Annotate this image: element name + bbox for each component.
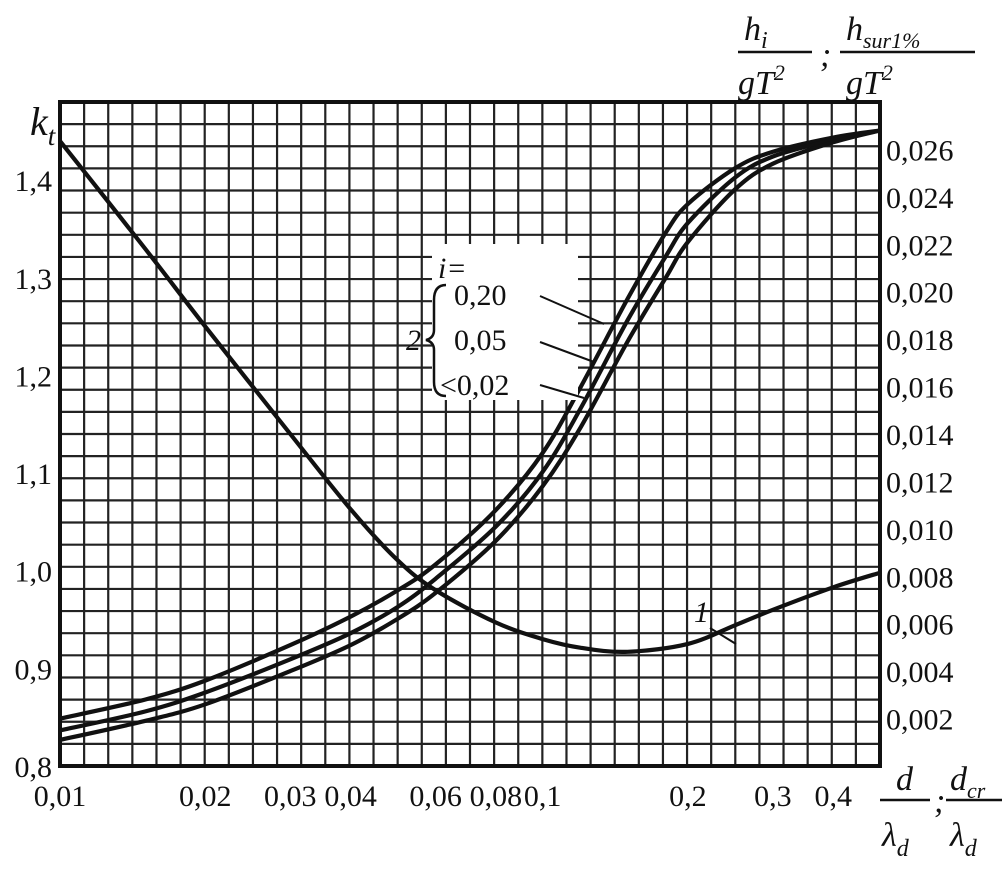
right-tick-label: 0,002 bbox=[886, 704, 954, 737]
right-tick-label: 0,008 bbox=[886, 561, 954, 594]
x-tick-label: 0,04 bbox=[324, 780, 377, 813]
right-axis-label-den1: gT2 bbox=[738, 60, 785, 102]
x-axis-label: d λd ; dcr λd bbox=[880, 761, 1002, 862]
series-line-3 bbox=[59, 128, 881, 742]
x-tick-label: 0,2 bbox=[669, 780, 707, 813]
right-tick-label: 0,024 bbox=[886, 182, 954, 215]
left-tick-label: 0,9 bbox=[15, 653, 53, 686]
legend-leader-2 bbox=[539, 384, 585, 399]
series-line-1 bbox=[59, 128, 881, 721]
right-tick-label: 0,026 bbox=[886, 134, 954, 167]
legend-header: i= bbox=[438, 252, 467, 285]
x-axis-label-num1: d bbox=[896, 761, 914, 798]
right-tick-label: 0,006 bbox=[886, 609, 954, 642]
legend-leader-1 bbox=[539, 341, 595, 363]
legend-brace bbox=[425, 283, 447, 398]
left-tick-label: 1,1 bbox=[15, 458, 53, 491]
right-tick-label: 0,004 bbox=[886, 656, 954, 689]
right-tick-label: 0,010 bbox=[886, 514, 954, 547]
x-tick-label: 0,4 bbox=[814, 780, 852, 813]
left-axis-label: kt bbox=[30, 99, 57, 151]
right-tick-label: 0,020 bbox=[886, 277, 954, 310]
x-axis-label-den2: λd bbox=[949, 817, 978, 862]
right-tick-label: 0,018 bbox=[886, 324, 954, 357]
x-tick-label: 0,08 bbox=[470, 780, 523, 813]
right-tick-label: 0,022 bbox=[886, 229, 954, 262]
left-tick-label: 1,0 bbox=[15, 556, 53, 589]
left-axis-ticks: 0,8 0,9 1,0 1,1 1,2 1,3 1,4 bbox=[15, 165, 53, 784]
x-tick-label: 0,1 bbox=[524, 780, 562, 813]
plot-frame bbox=[58, 100, 882, 768]
right-tick-label: 0,012 bbox=[886, 466, 954, 499]
x-tick-label: 0,3 bbox=[754, 780, 792, 813]
x-tick-label: 0,01 bbox=[34, 780, 87, 813]
x-tick-label: 0,06 bbox=[409, 780, 462, 813]
right-tick-label: 0,014 bbox=[886, 419, 954, 452]
right-axis-label-num2: hsur1% bbox=[846, 11, 920, 53]
left-tick-label: 1,2 bbox=[15, 360, 53, 393]
left-tick-label: 0,8 bbox=[15, 751, 53, 784]
right-tick-label: 0,016 bbox=[886, 372, 954, 405]
x-axis-label-den1: λd bbox=[881, 817, 910, 862]
legend-group-number: 2 bbox=[406, 324, 421, 357]
legend-item-0: 0,20 bbox=[454, 279, 507, 312]
legend-item-1: 0,05 bbox=[454, 324, 507, 357]
curve-group-legend: i= 2 0,20 0,05 <0,02 bbox=[406, 244, 605, 402]
right-axis-label-num1: hi bbox=[744, 11, 768, 54]
left-tick-label: 1,4 bbox=[15, 165, 53, 198]
left-tick-label: 1,3 bbox=[15, 263, 53, 296]
series-line-2 bbox=[59, 128, 881, 733]
x-axis-ticks: 0,01 0,02 0,03 0,04 0,06 0,08 0,1 0,2 0,3 0,4 bbox=[34, 780, 852, 813]
x-axis-label-num2: dcr bbox=[950, 761, 986, 803]
legend-background bbox=[432, 244, 578, 400]
legend-leader-0 bbox=[539, 295, 605, 325]
x-tick-label: 0,03 bbox=[264, 780, 317, 813]
series-group bbox=[58, 128, 881, 742]
curve-1-leader bbox=[709, 627, 737, 645]
right-axis-label-den2: gT2 bbox=[846, 60, 893, 102]
right-axis-ticks: 0,002 0,004 0,006 0,008 0,010 0,012 0,014 0,016… bbox=[886, 134, 954, 736]
right-axis-label-separator: ; bbox=[820, 37, 831, 74]
series-line-0 bbox=[58, 139, 881, 654]
x-axis-label-separator: ; bbox=[934, 783, 945, 820]
curve-1-label: 1 bbox=[694, 596, 709, 629]
x-tick-label: 0,02 bbox=[179, 780, 232, 813]
legend-item-2: <0,02 bbox=[440, 369, 509, 402]
right-axis-label: hi gT2 ; hsur1% gT2 bbox=[738, 11, 975, 102]
